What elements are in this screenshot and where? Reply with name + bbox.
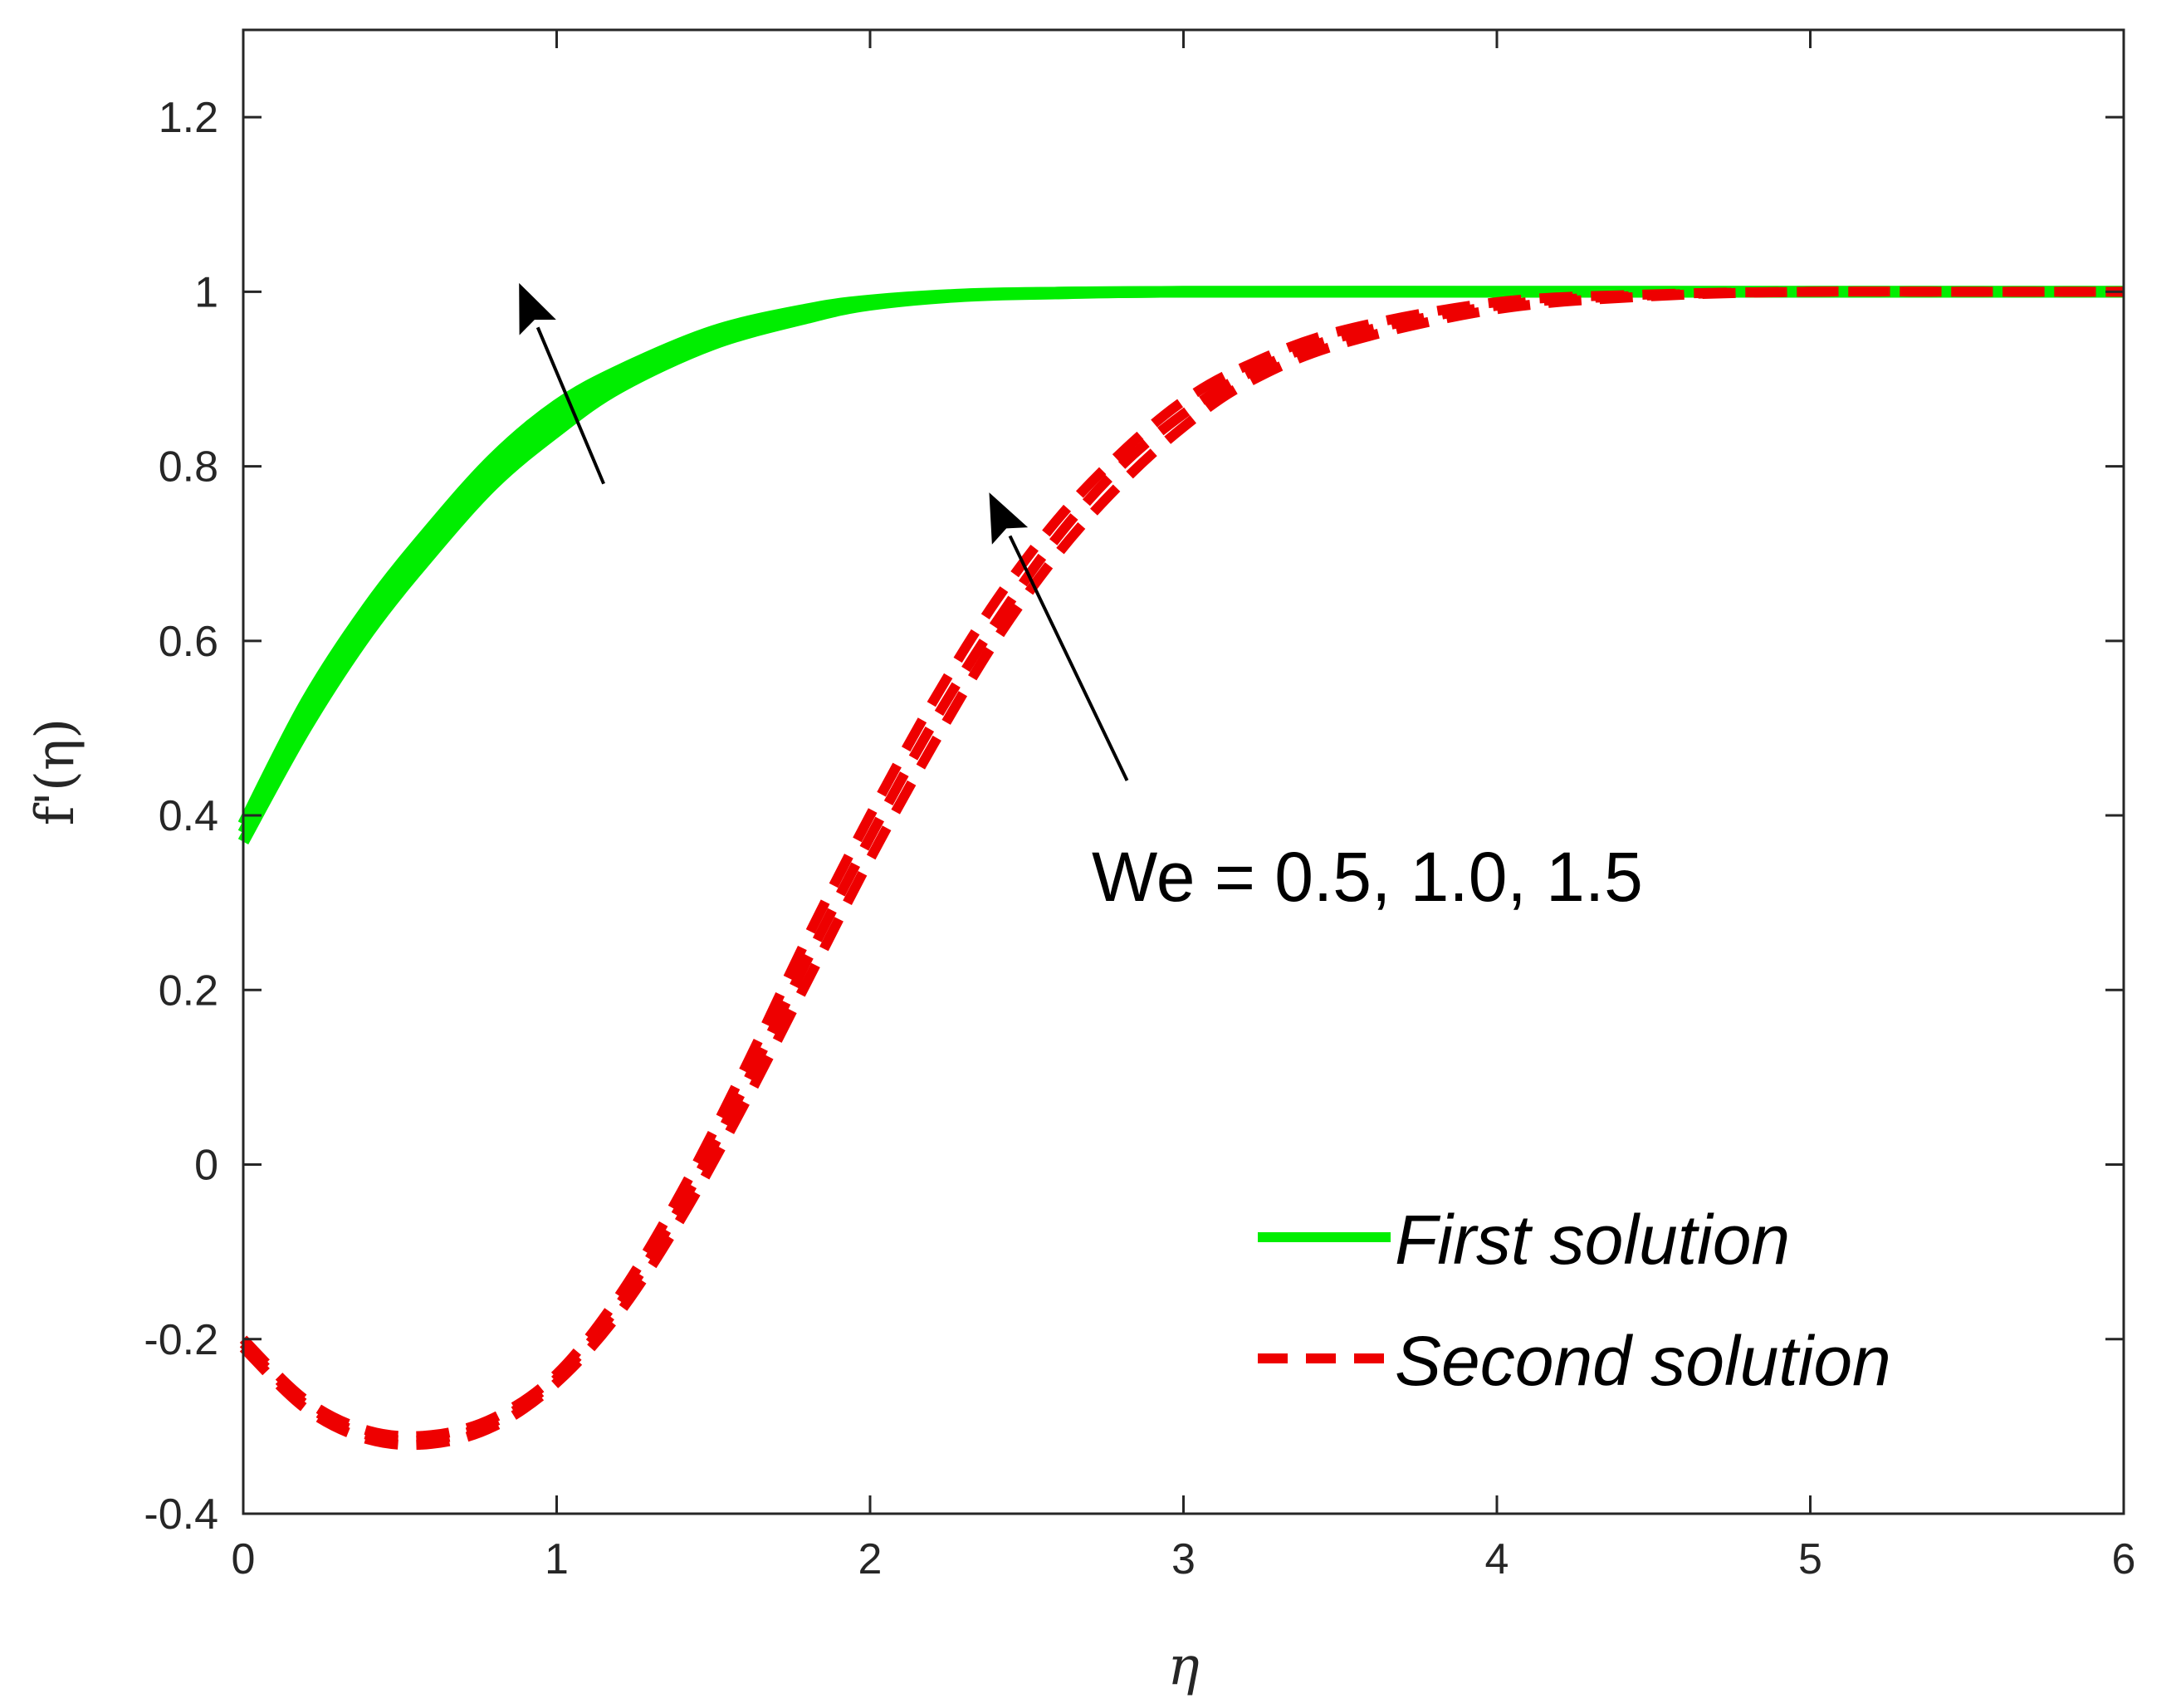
legend-first-solution-label: First solution xyxy=(1395,1201,1790,1279)
y-tick-label: 0 xyxy=(194,1142,218,1190)
second-solution-line xyxy=(239,286,2124,1441)
annotation-arrow-shaft xyxy=(535,326,605,485)
y-tick-label: -0.2 xyxy=(144,1316,218,1364)
x-axis-label: η xyxy=(1167,1636,1199,1697)
x-tick-label: 5 xyxy=(1798,1535,1822,1583)
x-tick-label: 4 xyxy=(1485,1535,1509,1583)
y-tick-label: 1.2 xyxy=(159,94,218,142)
y-tick-label: 0.6 xyxy=(159,618,218,666)
tick-layer: 0 1 2 3 4 5 6 -0.4 -0.2 0 0.2 0.4 0.6 0.8 1 1.2 xyxy=(144,30,2135,1583)
y-tick-label: 1 xyxy=(194,268,218,316)
second-solution-line xyxy=(239,286,2124,1451)
first-solution-line xyxy=(237,286,2124,827)
legend-second-solution-label: Second solution xyxy=(1395,1322,1891,1400)
annotation-arrow-shaft xyxy=(1008,535,1129,781)
arrow-layer xyxy=(519,282,1129,781)
x-tick-label: 1 xyxy=(545,1535,569,1583)
annotation-arrow-head xyxy=(989,492,1029,545)
annotation-label: We = 0.5, 1.0, 1.5 xyxy=(1092,838,1643,916)
x-tick-label: 0 xyxy=(232,1535,256,1583)
y-tick-label: 0.8 xyxy=(159,443,218,492)
y-tick-label: 0.2 xyxy=(159,967,218,1015)
x-tick-label: 3 xyxy=(1171,1535,1196,1583)
y-tick-label: 0.4 xyxy=(159,792,218,840)
y-tick-label: -0.4 xyxy=(144,1490,218,1539)
y-axis-label: f'(η) xyxy=(25,718,86,826)
x-tick-label: 6 xyxy=(2112,1535,2136,1583)
annotation-arrow-head xyxy=(519,282,556,335)
x-tick-label: 2 xyxy=(858,1535,883,1583)
legend: First solution Second solution xyxy=(1258,1201,1891,1400)
series-layer xyxy=(237,286,2124,1451)
